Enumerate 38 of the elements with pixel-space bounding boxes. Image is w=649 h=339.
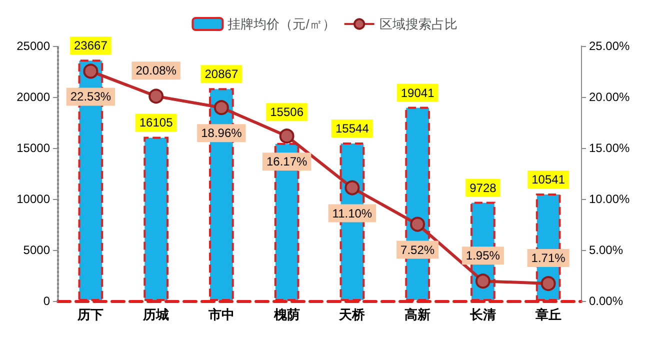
x-tick-label: 高新 bbox=[404, 307, 431, 323]
y-tick-label: 0 bbox=[43, 294, 50, 308]
data-label: 15544 bbox=[336, 121, 370, 136]
x-tick-label: 历下 bbox=[76, 308, 104, 323]
data-label: 1.71% bbox=[531, 251, 566, 266]
data-label: 11.10% bbox=[332, 206, 372, 220]
data-label: 10541 bbox=[532, 172, 566, 186]
data-label: 22.53% bbox=[70, 90, 112, 104]
data-label: 15506 bbox=[270, 105, 304, 120]
y2-tick-label: 5.00% bbox=[589, 243, 624, 257]
data-label: 16105 bbox=[139, 116, 174, 130]
y-tick-label: 25000 bbox=[16, 39, 50, 53]
x-tick-label: 槐荫 bbox=[272, 307, 300, 323]
x-tick-label: 历城 bbox=[142, 308, 170, 323]
y2-tick-label: 25.00% bbox=[589, 39, 630, 53]
y-tick-label: 5000 bbox=[23, 243, 50, 257]
x-tick-label: 天桥 bbox=[338, 308, 366, 323]
data-label: 19041 bbox=[400, 86, 435, 100]
data-label: 20867 bbox=[204, 67, 238, 82]
data-label: 18.96% bbox=[201, 126, 242, 140]
x-tick-label: 长清 bbox=[468, 308, 496, 323]
data-label: 23667 bbox=[74, 38, 108, 53]
y-tick-label: 20000 bbox=[16, 90, 50, 104]
legend-label: 区域搜索占比 bbox=[379, 16, 458, 32]
data-label: 16.17% bbox=[266, 154, 308, 169]
legend-label: 挂牌均价（元/㎡） bbox=[228, 16, 336, 32]
y2-tick-label: 0.00% bbox=[589, 294, 624, 308]
data-label: 7.52% bbox=[400, 242, 435, 257]
y2-tick-label: 15.00% bbox=[589, 141, 630, 155]
y2-tick-label: 20.00% bbox=[589, 90, 630, 104]
data-label: 9728 bbox=[470, 180, 497, 195]
y2-tick-label: 10.00% bbox=[589, 192, 630, 206]
x-tick-label: 章丘 bbox=[534, 307, 562, 323]
x-tick-label: 市中 bbox=[207, 307, 234, 323]
y-tick-label: 10000 bbox=[16, 192, 50, 206]
y-tick-label: 15000 bbox=[16, 141, 50, 155]
data-label: 1.95% bbox=[466, 248, 500, 263]
data-label: 20.08% bbox=[136, 64, 177, 78]
